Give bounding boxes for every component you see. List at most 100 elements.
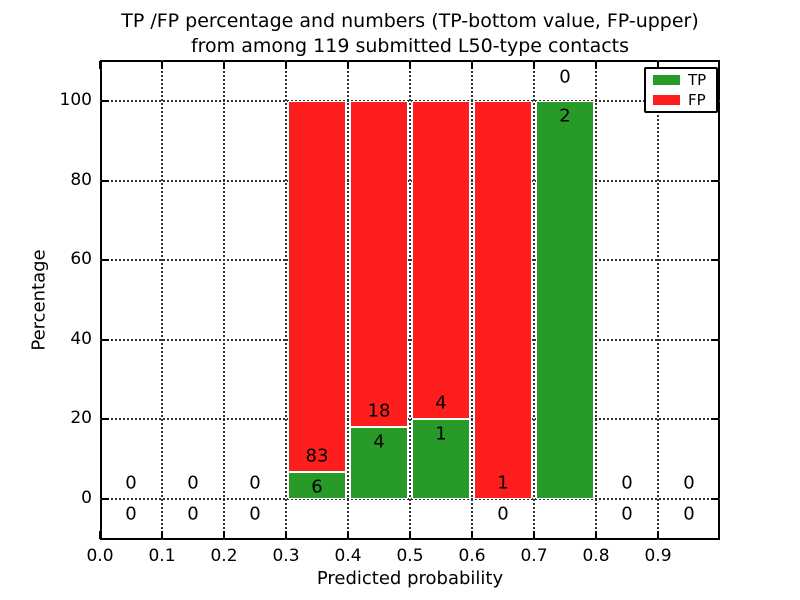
- gridline-horizontal: [100, 259, 720, 262]
- bar-count-label-tp: 2: [559, 105, 571, 127]
- bar-count-label-fp: 83: [305, 445, 329, 467]
- bar-count-label-tp: 0: [187, 503, 199, 525]
- y-tick-mark: [101, 100, 109, 102]
- gridline-vertical: [657, 60, 659, 540]
- y-tick-mark: [101, 259, 109, 262]
- bar-count-label-tp: 6: [311, 476, 323, 498]
- bar-count-label-fp: 4: [435, 392, 447, 414]
- x-tick-mark: [657, 531, 659, 539]
- gridline-vertical: [285, 60, 287, 540]
- x-tick-mark-top: [533, 61, 535, 69]
- bar-count-label-fp: 18: [367, 400, 391, 422]
- chart-title: TP /FP percentage and numbers (TP-bottom…: [100, 9, 720, 59]
- bar-count-label-tp: 0: [621, 503, 633, 525]
- y-tick-mark: [101, 498, 109, 500]
- gridline-vertical: [409, 60, 411, 540]
- bar-segment-fp: [474, 101, 532, 499]
- bar-count-label-fp: 0: [683, 472, 695, 494]
- x-tick-mark: [533, 531, 535, 539]
- y-tick-mark: [101, 179, 109, 182]
- x-tick-label: 0.8: [582, 546, 610, 566]
- y-tick-label: 20: [70, 408, 92, 429]
- plot-area: 0 0 0 0 0 0 83 6 18 4 4 1 1 0 0 2 0 0 0 0: [99, 60, 720, 540]
- bar-segment-tp: [350, 426, 408, 499]
- gridline-vertical: [347, 60, 349, 540]
- y-tick-label: 80: [70, 169, 92, 190]
- bar-count-label-fp: 0: [249, 472, 261, 494]
- x-tick-mark: [347, 531, 349, 539]
- y-tick-mark: [101, 418, 109, 421]
- x-tick-mark-top: [595, 61, 597, 69]
- x-tick-mark: [223, 531, 225, 539]
- legend-row-fp: FP: [644, 90, 718, 109]
- bar-count-label-tp: 1: [435, 423, 447, 445]
- bar-count-label-tp: 0: [683, 503, 695, 525]
- gridline-horizontal: [100, 418, 720, 421]
- gridline-vertical: [471, 60, 473, 540]
- y-tick-label: 60: [70, 249, 92, 270]
- tp-swatch-icon: [653, 75, 680, 85]
- x-tick-label: 0.0: [86, 546, 114, 566]
- x-tick-label: 0.9: [644, 546, 672, 566]
- bar-segment-fp: [412, 101, 470, 420]
- bar-segment-fp: [288, 101, 346, 473]
- x-tick-mark-top: [161, 61, 163, 69]
- x-tick-mark-top: [285, 61, 287, 69]
- gridline-horizontal: [100, 338, 720, 341]
- bar-segment-tp: [288, 472, 346, 499]
- y-tick-mark-right: [711, 179, 719, 182]
- bar-count-label-fp: 0: [559, 66, 571, 88]
- y-tick-mark: [101, 338, 109, 341]
- legend: TP FP: [644, 67, 718, 113]
- gridline-horizontal: [100, 498, 720, 500]
- fp-swatch-icon: [653, 95, 680, 105]
- bar-count-label-fp: 0: [187, 472, 199, 494]
- x-tick-mark-top: [99, 61, 101, 69]
- x-tick-label: 0.4: [334, 546, 362, 566]
- x-tick-mark: [99, 531, 101, 539]
- x-tick-mark: [285, 531, 287, 539]
- bar-count-label-fp: 0: [621, 472, 633, 494]
- bar-count-label-tp: 0: [249, 503, 261, 525]
- gridline-horizontal: [100, 179, 720, 182]
- chart-title-line1: TP /FP percentage and numbers (TP-bottom…: [121, 10, 699, 32]
- y-tick-mark-right: [711, 338, 719, 341]
- x-tick-mark-top: [347, 61, 349, 69]
- x-tick-mark-top: [471, 61, 473, 69]
- x-tick-label: 0.6: [458, 546, 486, 566]
- bar-count-label-tp: 0: [497, 503, 509, 525]
- gridline-vertical: [533, 60, 535, 540]
- chart-title-line2: from among 119 submitted L50-type contac…: [190, 35, 630, 57]
- bar-count-label-fp: 0: [125, 472, 137, 494]
- y-tick-label: 0: [81, 488, 92, 508]
- x-tick-label: 0.2: [210, 546, 238, 566]
- bar-count-label-tp: 4: [373, 431, 385, 453]
- legend-label-tp: TP: [688, 70, 707, 89]
- gridline-horizontal: [100, 100, 720, 102]
- x-tick-mark-top: [657, 61, 659, 69]
- bar-segment-tp: [412, 419, 470, 499]
- x-tick-mark: [161, 531, 163, 539]
- gridline-vertical: [595, 60, 597, 540]
- y-tick-mark-right: [711, 259, 719, 262]
- bar-segment-fp: [350, 101, 408, 427]
- x-tick-mark-top: [409, 61, 411, 69]
- x-tick-label: 0.5: [396, 546, 424, 566]
- x-tick-mark: [471, 531, 473, 539]
- y-tick-mark-right: [711, 498, 719, 500]
- x-tick-label: 0.3: [272, 546, 300, 566]
- x-axis-label: Predicted probability: [316, 568, 504, 589]
- x-tick-mark-top: [223, 61, 225, 69]
- x-tick-mark: [409, 531, 411, 539]
- gridline-vertical: [161, 60, 163, 540]
- gridline-vertical: [223, 60, 225, 540]
- legend-row-tp: TP: [644, 70, 718, 89]
- y-tick-label: 100: [59, 90, 92, 110]
- bar-count-label-fp: 1: [497, 472, 509, 494]
- x-tick-label: 0.7: [520, 546, 548, 566]
- y-tick-mark-right: [711, 418, 719, 421]
- legend-label-fp: FP: [688, 90, 706, 109]
- bar-count-label-tp: 0: [125, 503, 137, 525]
- y-tick-label: 40: [70, 328, 92, 349]
